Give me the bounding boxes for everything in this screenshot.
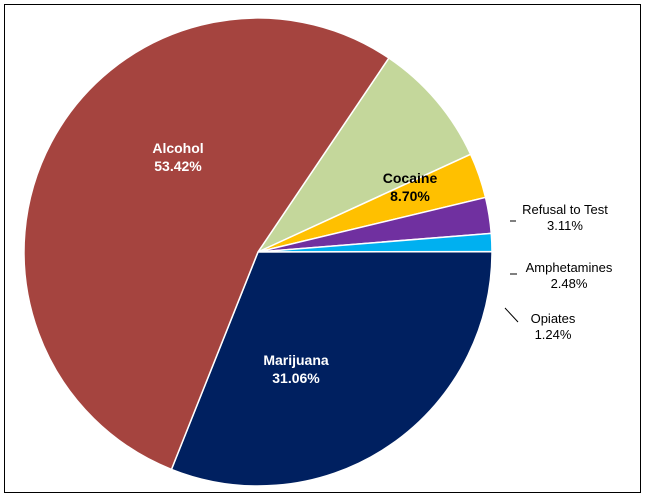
label-opiates-name: Opiates [531, 311, 576, 326]
slices-layer [23, 17, 493, 487]
leader-line-opiates [504, 307, 519, 323]
slice-alcohol [23, 17, 390, 471]
label-alcohol: Alcohol 53.42% [152, 140, 203, 174]
labels-layer: Cocaine 8.70% Refusal to Test 3.11% Amphetam… [152, 140, 613, 386]
label-cocaine: Cocaine 8.70% [383, 170, 438, 204]
leader-lines-layer [504, 220, 519, 323]
label-refusal-to-test: Refusal to Test 3.11% [522, 202, 608, 233]
label-cocaine-value: 8.70% [390, 188, 430, 204]
label-alcohol-value: 53.42% [154, 158, 202, 174]
label-amphetamines-value: 2.48% [551, 276, 588, 291]
label-opiates: Opiates 1.24% [531, 311, 576, 342]
label-refusal-to-test-value: 3.11% [547, 218, 583, 233]
label-cocaine-name: Cocaine [383, 170, 438, 186]
slice-cocaine [255, 56, 472, 254]
label-amphetamines: Amphetamines 2.48% [526, 260, 613, 291]
label-alcohol-name: Alcohol [152, 140, 203, 156]
label-marijuana: Marijuana 31.06% [263, 352, 329, 386]
label-amphetamines-name: Amphetamines [526, 260, 613, 275]
label-refusal-to-test-name: Refusal to Test [522, 202, 608, 217]
label-opiates-value: 1.24% [535, 327, 572, 342]
label-marijuana-value: 31.06% [272, 370, 320, 386]
label-marijuana-name: Marijuana [263, 352, 329, 368]
pie-chart: Cocaine 8.70% Refusal to Test 3.11% Amphetam… [23, 17, 613, 487]
slice-marijuana [170, 250, 493, 487]
chart-frame: Cocaine 8.70% Refusal to Test 3.11% Amphetam… [4, 4, 641, 493]
